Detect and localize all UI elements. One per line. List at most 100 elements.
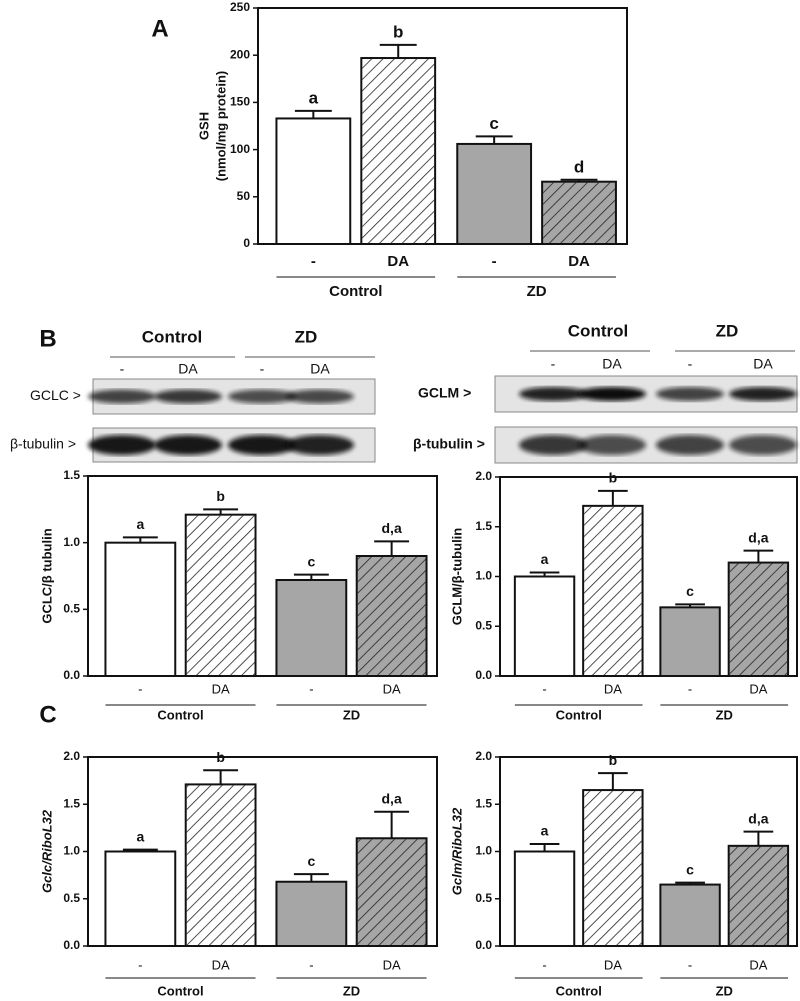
- blot-band: [154, 435, 222, 455]
- annotation: a: [541, 551, 549, 567]
- blot-band: [729, 435, 797, 455]
- annotation: a: [136, 828, 144, 844]
- bar: [275, 880, 348, 947]
- group-label: ZD: [343, 983, 360, 998]
- plot-frame: [499, 756, 798, 947]
- x-tick-label: -: [688, 681, 692, 696]
- blot-band: [519, 387, 587, 401]
- x-tick-label: DA: [604, 681, 622, 696]
- blot-condition: DA: [178, 361, 198, 377]
- plot-frame: [257, 7, 628, 245]
- y-tick-label: 0.5: [475, 618, 492, 632]
- y-tick-label: 0.0: [63, 668, 80, 682]
- y-tick-label: 1.0: [475, 569, 492, 583]
- annotation: b: [393, 22, 403, 41]
- blot-condition: DA: [753, 356, 773, 372]
- bar: [104, 850, 177, 947]
- bar: [513, 850, 576, 947]
- annotation: d: [574, 157, 584, 176]
- y-tick-label: 2.0: [63, 749, 80, 763]
- group-label: Control: [157, 707, 203, 722]
- panel-label: C: [39, 701, 56, 728]
- y-tick-label: 1.0: [63, 844, 80, 858]
- y-axis-label: Gclc/RiboL32: [39, 809, 54, 893]
- blot-band: [286, 389, 354, 404]
- annotation: d,a: [748, 810, 768, 826]
- y-axis-label: Gclm/RiboL32: [449, 807, 464, 895]
- annotation: b: [216, 488, 225, 504]
- group-label: ZD: [716, 707, 733, 722]
- bar-hatch: [186, 785, 255, 945]
- x-tick-label: DA: [383, 681, 401, 696]
- blot-band: [228, 389, 296, 404]
- annotation: c: [307, 853, 315, 869]
- blot-group-label: Control: [142, 327, 202, 346]
- annotation: a: [136, 516, 144, 532]
- bar: [275, 117, 352, 245]
- annotation: c: [489, 114, 498, 133]
- blot-band: [656, 387, 724, 401]
- annotation: a: [541, 823, 549, 839]
- blot-row-label: GCLM >: [418, 385, 471, 401]
- bar-hatch: [729, 563, 788, 675]
- annotation: a: [309, 88, 319, 107]
- x-tick-label: -: [688, 957, 692, 972]
- bar: [513, 575, 576, 677]
- y-tick-label: 1.0: [63, 535, 80, 549]
- annotation: d,a: [382, 520, 402, 536]
- y-tick-label: 0.5: [63, 891, 80, 905]
- x-tick-label: DA: [212, 957, 230, 972]
- blot-band: [656, 435, 724, 455]
- y-tick-label: 200: [230, 47, 250, 61]
- y-tick-label: 0.0: [475, 668, 492, 682]
- plot-frame: [87, 756, 438, 947]
- bar-hatch: [584, 791, 642, 945]
- x-tick-label: -: [311, 253, 316, 270]
- blot-band: [228, 435, 296, 455]
- bar-hatch: [357, 839, 426, 945]
- blot-group-label: ZD: [716, 321, 739, 340]
- annotation: d,a: [748, 529, 768, 545]
- annotation: c: [686, 583, 694, 599]
- x-tick-label: DA: [749, 957, 767, 972]
- y-tick-label: 1.5: [63, 468, 80, 482]
- y-tick-label: 1.5: [475, 519, 492, 533]
- blot-group-label: ZD: [295, 327, 318, 346]
- blot-row-label: β-tubulin >: [413, 436, 485, 452]
- y-tick-label: 100: [230, 142, 250, 156]
- y-axis-label: GCLC/β tubulin: [39, 528, 54, 623]
- y-tick-label: 0.5: [63, 602, 80, 616]
- blot-condition: DA: [310, 361, 330, 377]
- x-tick-label: -: [542, 681, 546, 696]
- group-label: Control: [556, 707, 602, 722]
- x-tick-label: -: [542, 957, 546, 972]
- x-tick-label: DA: [604, 957, 622, 972]
- y-axis-label: GSH: [196, 112, 211, 140]
- y-tick-label: 1.0: [475, 844, 492, 858]
- y-tick-label: 0: [243, 236, 250, 250]
- y-tick-label: 0.5: [475, 891, 492, 905]
- x-tick-label: DA: [568, 253, 590, 270]
- blot-band: [154, 389, 222, 404]
- bar-hatch: [729, 846, 788, 945]
- group-label: ZD: [343, 707, 360, 722]
- blot-band: [88, 435, 156, 455]
- group-label: Control: [329, 283, 382, 300]
- y-axis-label: (nmol/mg protein): [213, 71, 228, 182]
- annotation: c: [307, 553, 315, 569]
- blot-condition: -: [551, 356, 556, 372]
- x-tick-label: -: [309, 681, 313, 696]
- group-label: ZD: [716, 983, 733, 998]
- blot-condition: DA: [602, 356, 622, 372]
- group-label: Control: [556, 983, 602, 998]
- y-tick-label: 2.0: [475, 469, 492, 483]
- blot-row-label: GCLC >: [30, 387, 81, 403]
- x-tick-label: -: [138, 957, 142, 972]
- blot-band: [88, 389, 156, 404]
- x-tick-label: DA: [212, 681, 230, 696]
- blot-band: [286, 435, 354, 455]
- y-tick-label: 1.5: [475, 796, 492, 810]
- bar-hatch: [362, 59, 435, 244]
- blot-condition: -: [688, 356, 693, 372]
